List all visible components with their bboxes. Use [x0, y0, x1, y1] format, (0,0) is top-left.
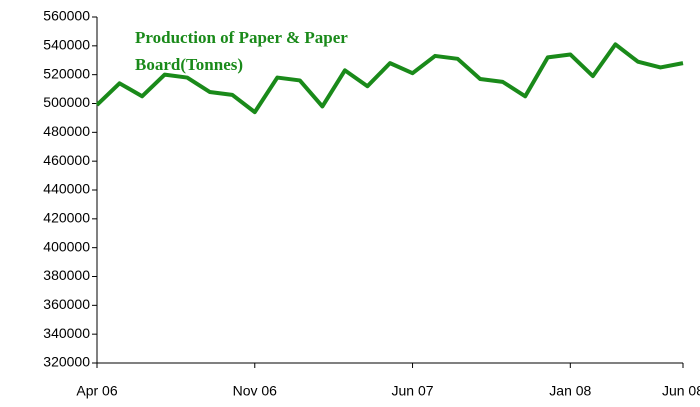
x-tick-label: Apr 06 [76, 383, 117, 399]
y-tick-label: 320000 [43, 354, 90, 370]
y-tick-label: 400000 [43, 238, 90, 254]
y-tick-label: 420000 [43, 210, 90, 226]
y-tick-label: 540000 [43, 37, 90, 53]
y-tick-label: 440000 [43, 181, 90, 197]
y-tick-label: 480000 [43, 123, 90, 139]
chart-title: Production of Paper & Paper Board(Tonnes… [135, 28, 348, 74]
y-tick-label: 520000 [43, 65, 90, 81]
x-tick-label: Jun 07 [392, 383, 434, 399]
x-tick-label: Jun 08 [662, 383, 700, 399]
y-tick-label: 460000 [43, 152, 90, 168]
x-tick-label: Jan 08 [549, 383, 591, 399]
data-line [95, 42, 684, 115]
y-tick-label: 340000 [43, 325, 90, 341]
y-tick-label: 560000 [43, 8, 90, 24]
y-tick-label: 500000 [43, 94, 90, 110]
x-tick-label: Nov 06 [233, 383, 278, 399]
y-tick-label: 380000 [43, 267, 90, 283]
y-tick-label: 360000 [43, 296, 90, 312]
